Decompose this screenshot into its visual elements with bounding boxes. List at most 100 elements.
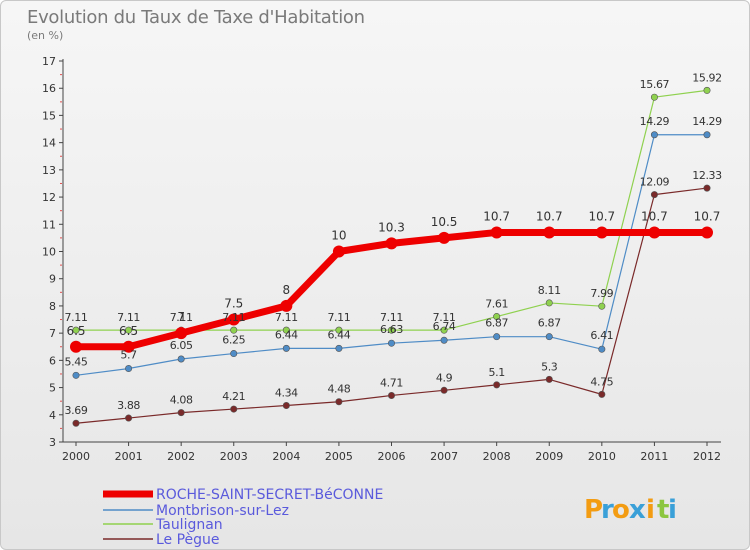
y-tick-label: 4 (49, 409, 56, 422)
data-point (280, 299, 293, 312)
data-point (282, 344, 290, 352)
data-label: 4.48 (327, 383, 350, 396)
data-point (177, 355, 185, 363)
data-point (703, 86, 711, 94)
data-label: 4.71 (380, 376, 403, 389)
x-tick-label: 2012 (693, 450, 721, 463)
data-label: 7 (177, 310, 185, 324)
y-tick-label: 16 (42, 82, 56, 95)
data-point (595, 226, 608, 239)
data-point (440, 386, 448, 394)
data-point (282, 326, 290, 334)
data-point (125, 414, 133, 422)
data-label: 15.67 (640, 78, 670, 91)
data-point (545, 299, 553, 307)
x-tick-label: 2008 (483, 450, 511, 463)
data-label: 14.29 (692, 115, 722, 128)
data-point (230, 326, 238, 334)
y-axis-unit: (en %) (27, 29, 64, 42)
legend-label-2: Taulignan (155, 517, 223, 533)
data-label: 6.5 (119, 324, 138, 338)
legend: ROCHE-SAINT-SECRET-BéCONNEMontbrison-sur… (103, 487, 383, 548)
data-label: 10.7 (694, 209, 721, 223)
x-tick-label: 2001 (115, 450, 143, 463)
data-label: 4.21 (222, 390, 245, 403)
data-label: 10.3 (378, 220, 405, 234)
data-label: 4.34 (275, 387, 298, 400)
data-label: 8.11 (538, 284, 561, 297)
y-tick-label: 3 (49, 436, 56, 449)
data-label: 4.08 (170, 394, 193, 407)
y-tick-label: 15 (42, 109, 56, 122)
y-tick-label: 17 (42, 55, 56, 68)
data-label: 6.44 (327, 328, 350, 341)
data-label: 10 (331, 229, 346, 243)
data-label: 5.45 (65, 355, 88, 368)
data-point (703, 131, 711, 139)
data-point (335, 398, 343, 406)
data-point (230, 405, 238, 413)
data-point (282, 402, 290, 410)
x-tick-label: 2011 (640, 450, 668, 463)
data-label: 6.87 (485, 317, 508, 330)
x-tick-label: 2007 (430, 450, 458, 463)
x-tick-label: 2004 (272, 450, 300, 463)
data-point (543, 226, 556, 239)
data-point (387, 391, 395, 399)
data-point (598, 390, 606, 398)
data-label: 6.63 (380, 323, 403, 336)
data-point (227, 313, 240, 326)
data-point (650, 131, 658, 139)
data-point (648, 226, 661, 239)
data-label: 6.87 (538, 317, 561, 330)
data-label: 7.11 (275, 311, 298, 324)
data-point (385, 237, 398, 250)
data-label: 15.92 (692, 71, 722, 84)
axes: 3 4 5 6 7 8 9 10 11 12 13 14 15 16 17 2000 2001 2002 2003 2… (42, 55, 721, 463)
data-label: 6.74 (433, 320, 456, 333)
y-tick-label: 14 (42, 137, 56, 150)
data-label: 6.5 (66, 324, 85, 338)
data-label: 14.29 (640, 115, 670, 128)
data-point (598, 345, 606, 353)
data-point (387, 326, 395, 334)
logo-letter: i (668, 495, 677, 525)
data-label: 8 (283, 283, 291, 297)
data-point (387, 339, 395, 347)
data-label: 7.11 (117, 311, 140, 324)
data-label: 3.69 (65, 404, 88, 417)
logo-letter: x (629, 495, 646, 525)
data-point (72, 326, 80, 334)
logo-letter: o (612, 495, 630, 525)
data-point (177, 409, 185, 417)
x-tick-label: 2010 (588, 450, 616, 463)
data-point (122, 340, 135, 353)
data-point (598, 302, 606, 310)
data-label: 7.99 (590, 287, 613, 300)
data-point (175, 327, 188, 340)
data-point (650, 191, 658, 199)
x-tick-label: 2000 (62, 450, 90, 463)
y-tick-label: 8 (49, 300, 56, 313)
y-tick-label: 11 (42, 218, 56, 231)
data-point (335, 344, 343, 352)
data-point (438, 231, 451, 244)
proxiti-logo: Pro x i ti (584, 495, 677, 525)
data-point (230, 350, 238, 358)
data-label: 7.61 (485, 298, 508, 311)
data-label: 7.11 (170, 311, 193, 324)
data-point (125, 365, 133, 373)
data-point (545, 375, 553, 383)
data-point (493, 333, 501, 341)
data-label: 4.9 (436, 371, 453, 384)
logo-letter: P (584, 495, 603, 525)
data-label: 7.5 (224, 297, 243, 311)
logo-letter: i (646, 495, 655, 525)
y-tick-label: 13 (42, 164, 56, 177)
data-point (72, 419, 80, 427)
logo-letter: t (657, 495, 669, 525)
x-tick-label: 2005 (325, 450, 353, 463)
data-point (493, 313, 501, 321)
data-point (440, 326, 448, 334)
